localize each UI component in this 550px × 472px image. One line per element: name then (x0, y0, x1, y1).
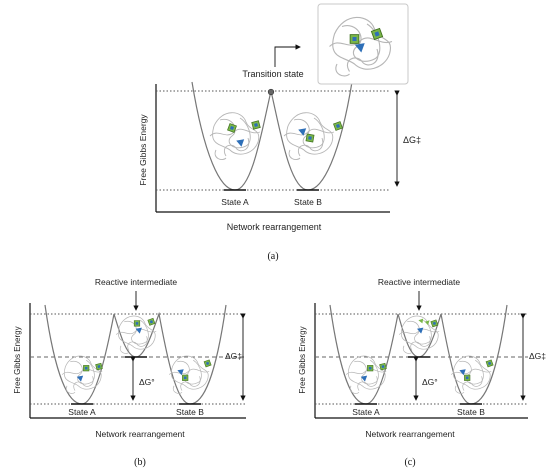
panel-c-caption: (c) (404, 457, 415, 468)
panel-a: Free Gibbs Energy Network rearrangement … (138, 3, 421, 262)
panel-c: Free Gibbs Energy Network rearrangement (298, 277, 546, 468)
panel-c-y-label: Free Gibbs Energy (298, 326, 307, 393)
panel-a-state-a-label: State A (221, 197, 249, 207)
panel-c-state-a-label: State A (352, 407, 380, 417)
panel-c-intermediate-label: Reactive intermediate (378, 277, 460, 287)
transition-state-label: Transition state (242, 69, 303, 79)
panel-a-energy-curve (191, 81, 353, 191)
panel-b-intermediate-label: Reactive intermediate (95, 277, 177, 287)
panel-b-intermediate-energy-label: ΔG° (139, 377, 155, 387)
panel-b-x-label: Network rearrangement (95, 429, 185, 439)
panel-a-network-state-b (283, 112, 343, 161)
panel-c-intermediate-energy-label: ΔG° (422, 377, 438, 387)
panel-b-network-state-b (168, 355, 212, 394)
panel-b-state-b-label: State B (176, 407, 204, 417)
panel-a-caption: (a) (267, 251, 278, 262)
panel-b-state-a-label: State A (68, 407, 96, 417)
panel-a-x-label: Network rearrangement (227, 222, 322, 232)
panel-b-barrier-label: ΔG‡ (225, 351, 242, 361)
panel-c-network-intermediate (398, 315, 440, 354)
panel-a-barrier-label: ΔG‡ (403, 135, 421, 145)
panel-b-y-label: Free Gibbs Energy (13, 326, 22, 393)
panel-c-x-label: Network rearrangement (365, 429, 455, 439)
panel-c-network-state-a (345, 355, 387, 394)
panel-b-caption: (b) (134, 457, 146, 468)
panel-b-network-state-a (61, 355, 103, 394)
panel-a-state-b-label: State B (294, 197, 322, 207)
transition-state-marker (267, 88, 275, 96)
panel-b-network-intermediate (115, 315, 157, 354)
panel-b-energy-curve (44, 304, 227, 405)
transition-state-arrow (274, 44, 301, 67)
panel-c-energy-curve (329, 304, 508, 405)
panel-a-y-label: Free Gibbs Energy (138, 114, 148, 186)
panel-c-barrier-label: ΔG‡ (529, 351, 546, 361)
panel-b: Free Gibbs Energy Network rearrangement (13, 277, 246, 468)
panel-c-state-b-label: State B (457, 407, 485, 417)
panel-a-network-state-a (209, 112, 261, 161)
